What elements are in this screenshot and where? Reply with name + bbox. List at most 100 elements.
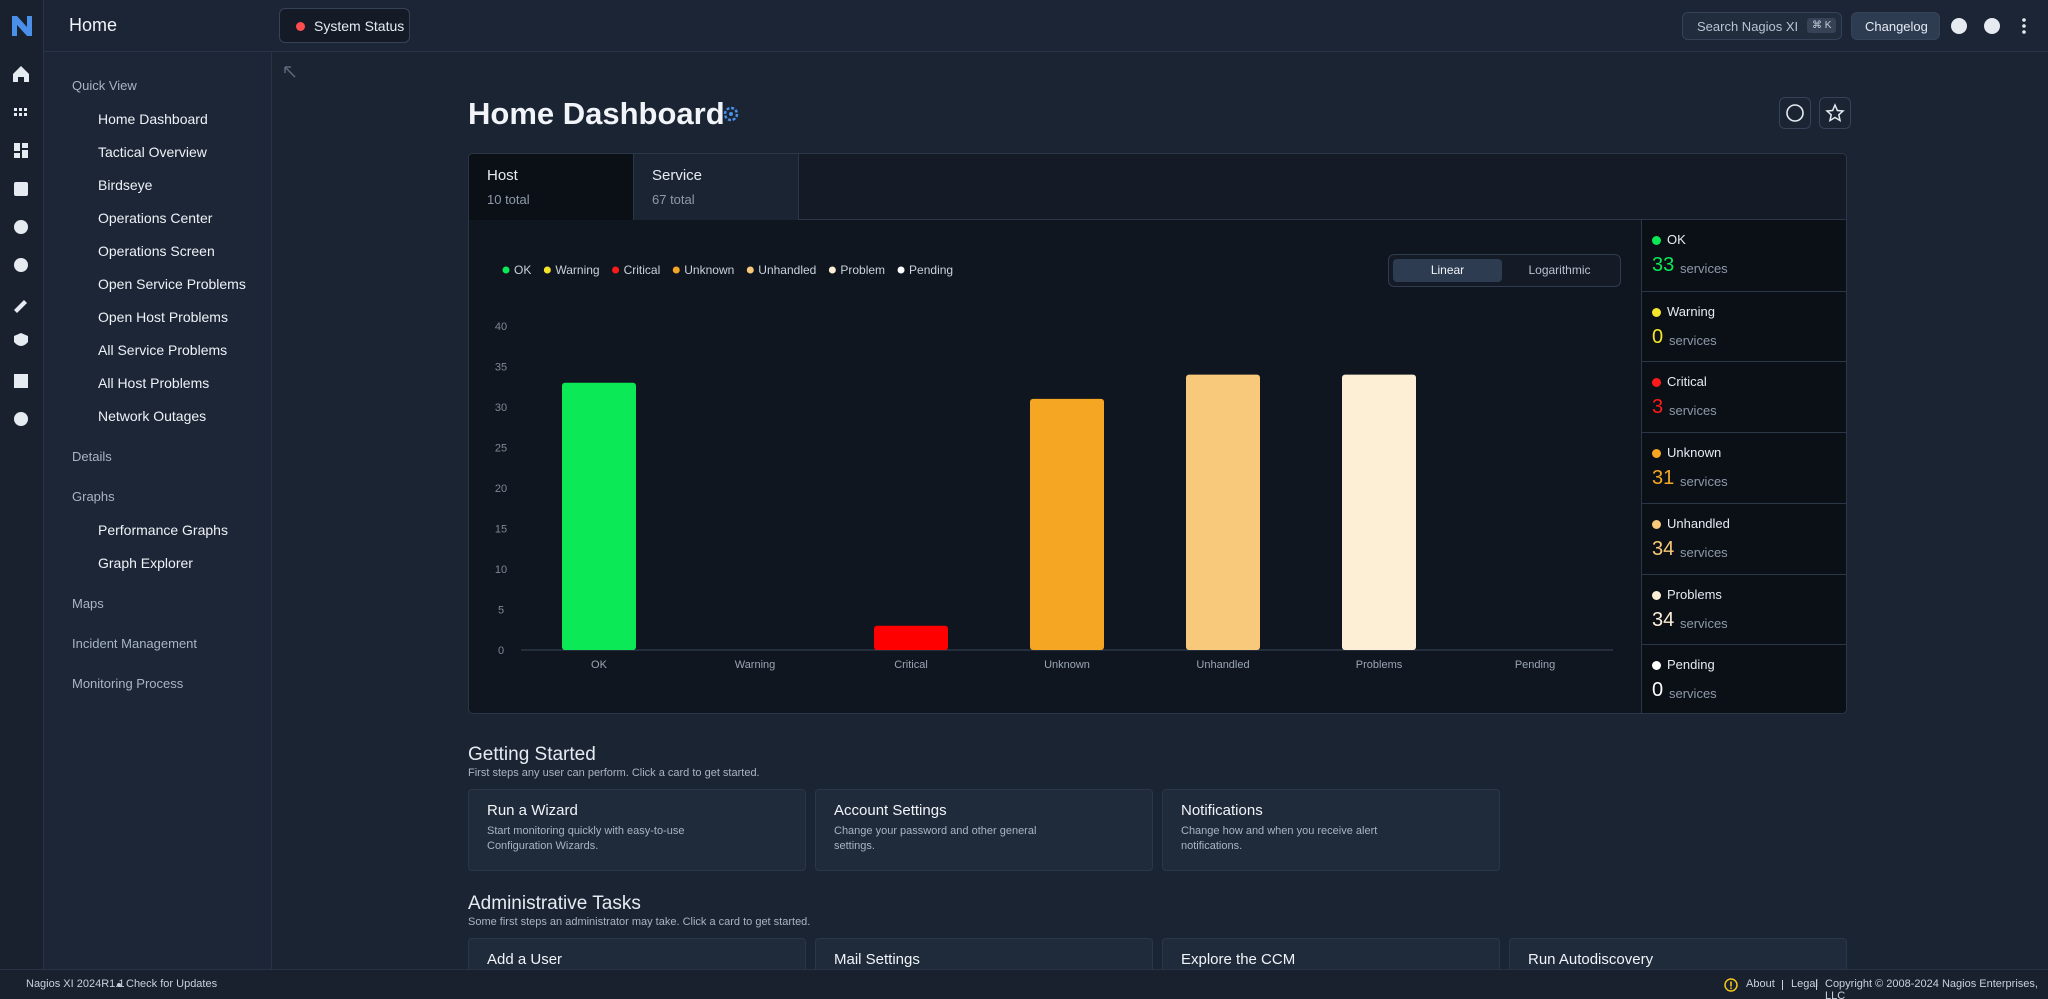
admin-card[interactable]: Add a User [468, 938, 806, 969]
favorite-button[interactable] [1819, 97, 1851, 129]
logo[interactable] [12, 16, 32, 36]
nav-item[interactable]: Home Dashboard [98, 111, 208, 127]
x-tick-label: Warning [735, 659, 776, 671]
legend-swatch [672, 266, 680, 274]
card-title: Mail Settings [834, 951, 920, 968]
section-title[interactable]: Maps [72, 596, 104, 611]
x-tick-label: Critical [894, 659, 928, 671]
toggle-label: Linear [1430, 263, 1465, 277]
nav-item[interactable]: Operations Center [98, 210, 213, 226]
more-button[interactable] [2022, 18, 2026, 34]
tab[interactable]: Host 10 total [469, 154, 634, 220]
tab-total: 10 total [487, 192, 530, 207]
help-dashboard-button[interactable] [1779, 97, 1811, 129]
home-icon[interactable] [13, 66, 29, 82]
about-link[interactable]: About [1746, 978, 1775, 990]
help-icon[interactable] [14, 258, 28, 272]
account-icon[interactable] [14, 412, 28, 426]
nav-item[interactable]: Birdseye [98, 177, 153, 193]
admin-card[interactable]: Run Autodiscovery [1509, 938, 1847, 969]
dashboard-settings-icon[interactable] [722, 105, 740, 123]
legal-link[interactable]: Legal [1791, 978, 1818, 990]
bar [1342, 374, 1416, 650]
changelog-label: Changelog [1865, 19, 1928, 34]
reports-icon[interactable] [14, 182, 28, 196]
nav-item[interactable]: Graph Explorer [98, 555, 193, 571]
admin-card[interactable]: Mail Settings [815, 938, 1153, 969]
nav-item[interactable]: Tactical Overview [98, 144, 207, 160]
stat-row: Critical 3 services [1642, 361, 1846, 433]
tab-name: Service [652, 167, 703, 184]
nav-item[interactable]: Open Service Problems [98, 276, 246, 292]
getting-started-subtitle: First steps any user can perform. Click … [468, 767, 760, 779]
system-status-button[interactable]: System Status [279, 8, 410, 43]
admin-card[interactable]: Explore the CCM [1162, 938, 1500, 969]
changelog-button[interactable]: Changelog [1851, 12, 1940, 40]
stat-value: 0 [1652, 325, 1664, 348]
card-text: Change how and when you receive alert no… [1181, 825, 1378, 852]
x-tick-label: Problems [1356, 659, 1403, 671]
search-shortcut: ⌘ K [1807, 18, 1837, 33]
tab-bar: Host 10 total Service 67 total [469, 154, 1846, 220]
section-title[interactable]: Details [72, 449, 112, 464]
tab[interactable]: Service 67 total [634, 154, 799, 220]
card-title: Run a Wizard [487, 802, 578, 819]
section-title[interactable]: Graphs [72, 489, 115, 504]
main-content: Home Dashboard Host 10 total Service 67 tot… [272, 52, 2048, 969]
start-card[interactable]: Run a Wizard Start monitoring quickly wit… [468, 789, 806, 871]
info-icon [1724, 978, 1738, 992]
security-icon[interactable] [14, 333, 28, 346]
nav-item[interactable]: Performance Graphs [98, 522, 228, 538]
stat-unit: services [1680, 261, 1728, 276]
tools-icon[interactable] [14, 300, 27, 313]
legend-swatch [502, 266, 510, 274]
nav-item[interactable]: Operations Screen [98, 243, 215, 259]
stat-unit: services [1669, 686, 1717, 702]
separator [1782, 980, 1783, 990]
stat-row: Problems 34 services [1642, 573, 1846, 645]
legend-label: Problem [840, 263, 885, 277]
stat-unit: services [1669, 403, 1717, 419]
help-button[interactable] [1951, 18, 1967, 34]
legend-label: Pending [909, 263, 953, 277]
organization-icon[interactable] [14, 374, 28, 388]
stats-panel: OK 33 services Warning 0 services Critical 3 ser… [1641, 220, 1846, 713]
section-title[interactable]: Quick View [72, 78, 137, 93]
apps-icon[interactable] [14, 108, 27, 116]
collapse-icon[interactable] [282, 64, 298, 80]
card-text: Start monitoring quickly with easy-to-us… [487, 825, 685, 852]
card-title: Explore the CCM [1181, 951, 1296, 968]
stat-row: Unknown 31 services [1642, 432, 1846, 503]
check-updates-link[interactable]: Check for Updates [126, 978, 218, 990]
stat-name: Problems [1667, 586, 1722, 602]
separator [1816, 980, 1817, 990]
nav-item[interactable]: Open Host Problems [98, 309, 228, 325]
stat-name: Pending [1667, 657, 1715, 673]
search-box[interactable]: Search Nagios XI ⌘ K [1682, 12, 1842, 40]
y-tick-label: 20 [495, 483, 507, 495]
nav-item[interactable]: All Service Problems [98, 342, 228, 358]
settings-icon[interactable] [14, 220, 28, 234]
account-button[interactable] [1984, 18, 2000, 34]
start-card[interactable]: Account Settings Change your password and… [815, 789, 1153, 871]
stat-value: 33 [1652, 254, 1675, 276]
dashboard-icon[interactable] [14, 143, 28, 158]
stat-row: Warning 0 services [1642, 290, 1846, 362]
y-tick-label: 5 [498, 605, 504, 617]
admin-tasks-title: Administrative Tasks [468, 893, 641, 914]
legend-swatch [746, 266, 754, 274]
toggle-option[interactable]: Linear [1393, 259, 1502, 282]
stat-name: Unhandled [1667, 515, 1730, 531]
section-title[interactable]: Incident Management [72, 636, 198, 651]
dashboard-title: Home Dashboard [468, 96, 725, 131]
tab-total: 67 total [652, 192, 695, 207]
separator-dot [117, 983, 121, 987]
section-title[interactable]: Monitoring Process [72, 676, 184, 691]
x-tick-label: Unhandled [1196, 659, 1249, 671]
card-title: Notifications [1181, 802, 1263, 819]
nav-item[interactable]: Network Outages [98, 408, 207, 424]
nav-item[interactable]: All Host Problems [98, 375, 210, 391]
toggle-option[interactable]: Logarithmic [1505, 259, 1614, 282]
start-card[interactable]: Notifications Change how and when you rec… [1162, 789, 1500, 871]
